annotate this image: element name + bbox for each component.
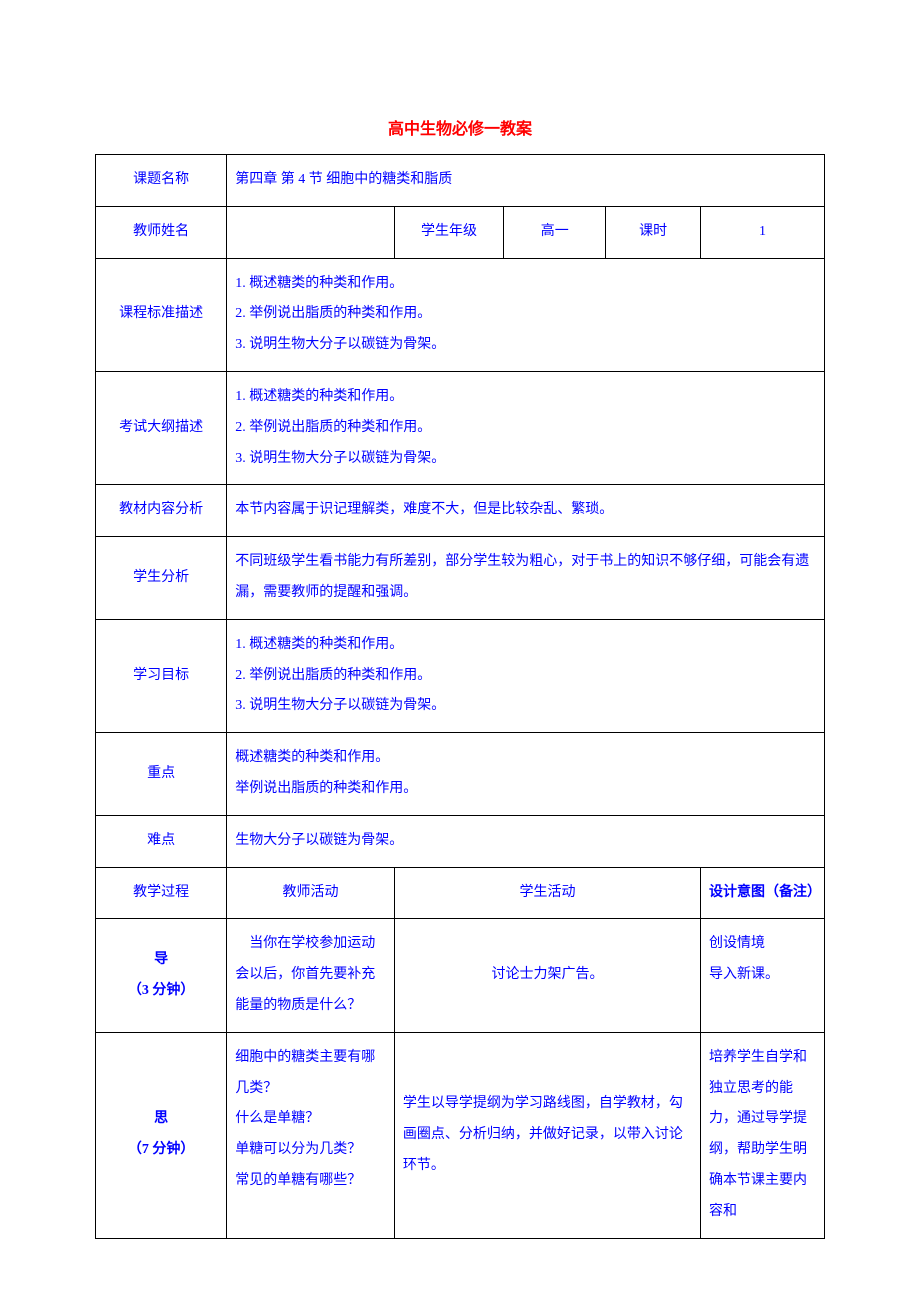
- standard-label: 课程标准描述: [96, 258, 227, 371]
- table-row: 考试大纲描述 1. 概述糖类的种类和作用。 2. 举例说出脂质的种类和作用。 3…: [96, 371, 825, 484]
- topic-value: 第四章 第 4 节 细胞中的糖类和脂质: [227, 155, 825, 207]
- topic-label: 课题名称: [96, 155, 227, 207]
- teacher-value: [227, 206, 395, 258]
- exam-label: 考试大纲描述: [96, 371, 227, 484]
- teacher-activity-label: 教师活动: [227, 867, 395, 919]
- think-teacher: 细胞中的糖类主要有哪几类？ 什么是单糖？ 单糖可以分为几类？ 常见的单糖有哪些？: [227, 1032, 395, 1238]
- design-label: 设计意图（备注）: [701, 867, 825, 919]
- table-row: 课题名称 第四章 第 4 节 细胞中的糖类和脂质: [96, 155, 825, 207]
- table-row: 学习目标 1. 概述糖类的种类和作用。 2. 举例说出脂质的种类和作用。 3. …: [96, 619, 825, 732]
- student-label: 学生分析: [96, 537, 227, 620]
- exam-value: 1. 概述糖类的种类和作用。 2. 举例说出脂质的种类和作用。 3. 说明生物大…: [227, 371, 825, 484]
- table-row: 教学过程 教师活动 学生活动 设计意图（备注）: [96, 867, 825, 919]
- student-value: 不同班级学生看书能力有所差别，部分学生较为粗心，对于书上的知识不够仔细，可能会有…: [227, 537, 825, 620]
- teacher-label: 教师姓名: [96, 206, 227, 258]
- table-row: 难点 生物大分子以碳链为骨架。: [96, 815, 825, 867]
- process-label: 教学过程: [96, 867, 227, 919]
- period-label: 课时: [606, 206, 701, 258]
- page-title: 高中生物必修一教案: [95, 115, 825, 139]
- intro-design: 创设情境 导入新课。: [701, 919, 825, 1032]
- standard-value: 1. 概述糖类的种类和作用。 2. 举例说出脂质的种类和作用。 3. 说明生物大…: [227, 258, 825, 371]
- student-activity-label: 学生活动: [394, 867, 700, 919]
- table-row: 重点 概述糖类的种类和作用。 举例说出脂质的种类和作用。: [96, 733, 825, 816]
- think-student: 学生以导学提纲为学习路线图，自学教材，勾画圈点、分析归纳，并做好记录，以带入讨论…: [394, 1032, 700, 1238]
- think-design: 培养学生自学和独立思考的能力，通过导学提纲，帮助学生明确本节课主要内容和: [701, 1032, 825, 1238]
- think-label: 思 （7 分钟）: [96, 1032, 227, 1238]
- table-row: 导 （3 分钟） 当你在学校参加运动会以后，你首先要补充能量的物质是什么？ 讨论…: [96, 919, 825, 1032]
- intro-teacher: 当你在学校参加运动会以后，你首先要补充能量的物质是什么？: [227, 919, 395, 1032]
- table-row: 思 （7 分钟） 细胞中的糖类主要有哪几类？ 什么是单糖？ 单糖可以分为几类？ …: [96, 1032, 825, 1238]
- goal-label: 学习目标: [96, 619, 227, 732]
- intro-label: 导 （3 分钟）: [96, 919, 227, 1032]
- table-row: 学生分析 不同班级学生看书能力有所差别，部分学生较为粗心，对于书上的知识不够仔细…: [96, 537, 825, 620]
- grade-value: 高一: [504, 206, 606, 258]
- table-row: 教材内容分析 本节内容属于识记理解类，难度不大，但是比较杂乱、繁琐。: [96, 485, 825, 537]
- content-value: 本节内容属于识记理解类，难度不大，但是比较杂乱、繁琐。: [227, 485, 825, 537]
- keypoint-label: 重点: [96, 733, 227, 816]
- content-label: 教材内容分析: [96, 485, 227, 537]
- period-value: 1: [701, 206, 825, 258]
- table-row: 教师姓名 学生年级 高一 课时 1: [96, 206, 825, 258]
- difficulty-value: 生物大分子以碳链为骨架。: [227, 815, 825, 867]
- grade-label: 学生年级: [394, 206, 503, 258]
- difficulty-label: 难点: [96, 815, 227, 867]
- table-row: 课程标准描述 1. 概述糖类的种类和作用。 2. 举例说出脂质的种类和作用。 3…: [96, 258, 825, 371]
- keypoint-value: 概述糖类的种类和作用。 举例说出脂质的种类和作用。: [227, 733, 825, 816]
- goal-value: 1. 概述糖类的种类和作用。 2. 举例说出脂质的种类和作用。 3. 说明生物大…: [227, 619, 825, 732]
- lesson-plan-table: 课题名称 第四章 第 4 节 细胞中的糖类和脂质 教师姓名 学生年级 高一 课时…: [95, 154, 825, 1239]
- intro-student: 讨论士力架广告。: [394, 919, 700, 1032]
